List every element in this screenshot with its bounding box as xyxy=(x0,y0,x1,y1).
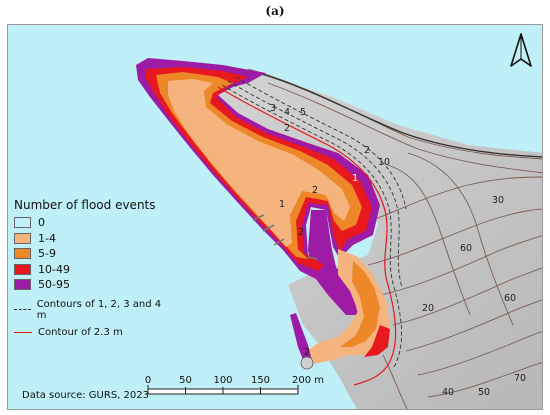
flood-zone-south-5-9 xyxy=(340,261,380,347)
legend-contour-dashed: Contours of 1, 2, 3 and 4 m xyxy=(14,299,164,321)
legend-item-0: 0 xyxy=(14,215,164,231)
flood-zone-south-10-49 xyxy=(364,325,390,357)
legend-label: 10-49 xyxy=(38,262,70,276)
coastline xyxy=(257,72,542,158)
shallow-label: 3 xyxy=(270,103,276,114)
legend-label: 5-9 xyxy=(38,247,56,261)
legend-title: Number of flood events xyxy=(14,198,156,212)
scale-bar: 0 50 100 150 200 m xyxy=(145,375,324,395)
scale-tick-100: 100 xyxy=(213,375,232,386)
elev-label: 60 xyxy=(504,293,516,304)
legend-label: 1-4 xyxy=(38,231,56,245)
scale-tick-150: 150 xyxy=(251,375,270,386)
contour-2-3m xyxy=(217,86,397,386)
flood-zone-1-4 xyxy=(168,79,350,247)
shallow-label: 2 xyxy=(312,185,318,196)
elev-label: 70 xyxy=(514,373,526,384)
data-source: Data source: GURS, 2023 xyxy=(22,390,149,401)
elev-label: 60 xyxy=(460,243,472,254)
red-line-icon xyxy=(14,331,32,333)
map-frame: 10 20 30 40 50 60 60 70 2 3 4 5 2 2 2 2 … xyxy=(7,24,543,410)
jetties xyxy=(252,214,319,260)
contour-labels: 10 20 30 40 50 60 60 70 2 3 4 5 2 2 2 2 … xyxy=(270,103,526,398)
scale-tick-50: 50 xyxy=(179,375,192,386)
legend-contour-label: Contours of 1, 2, 3 and 4 m xyxy=(36,298,162,321)
elev-label: 20 xyxy=(422,303,434,314)
contours-1-4m xyxy=(221,76,407,368)
elev-label: 30 xyxy=(492,195,504,206)
legend-item-10-49: 10-49 xyxy=(14,262,164,278)
legend-item-50-95: 50-95 xyxy=(14,277,164,293)
legend-swatch xyxy=(14,279,31,291)
shallow-label: 2 xyxy=(284,123,290,134)
legend-swatch xyxy=(14,263,31,275)
shallow-label: 1 xyxy=(279,199,285,210)
elev-label: 40 xyxy=(442,387,454,398)
shallow-label: 2 xyxy=(298,227,304,238)
shallow-label: 5 xyxy=(300,107,306,118)
scale-tick-200: 200 m xyxy=(292,375,324,386)
map-legend: Number of flood events 0 1-4 5-9 10-49 5… xyxy=(14,198,164,338)
shallow-label: 2 xyxy=(304,347,310,358)
shallow-label: 1 xyxy=(352,173,358,184)
legend-swatch xyxy=(14,248,31,260)
shallow-label: 2 xyxy=(364,145,370,156)
breakwater xyxy=(290,313,313,367)
breakwater-end xyxy=(300,356,314,370)
scale-tick-0: 0 xyxy=(145,375,151,386)
legend-swatch xyxy=(14,217,31,229)
legend-label: 50-95 xyxy=(38,278,70,292)
panel-label: (a) xyxy=(265,4,285,18)
shallow-label: 4 xyxy=(284,107,290,118)
legend-item-1-4: 1-4 xyxy=(14,231,164,247)
elev-label: 50 xyxy=(478,387,490,398)
dashed-line-icon xyxy=(14,309,31,310)
elev-label: 10 xyxy=(378,157,390,168)
pier-50-95 xyxy=(308,210,358,315)
legend-swatch xyxy=(14,232,31,244)
elevation-contours xyxy=(247,68,542,409)
legend-contour-red: Contour of 2.3 m xyxy=(14,327,164,338)
north-arrow-icon xyxy=(510,33,532,67)
map-canvas[interactable]: 10 20 30 40 50 60 60 70 2 3 4 5 2 2 2 2 … xyxy=(8,25,543,410)
legend-item-5-9: 5-9 xyxy=(14,246,164,262)
legend-contour-label: Contour of 2.3 m xyxy=(38,326,123,338)
legend-label: 0 xyxy=(38,216,45,230)
